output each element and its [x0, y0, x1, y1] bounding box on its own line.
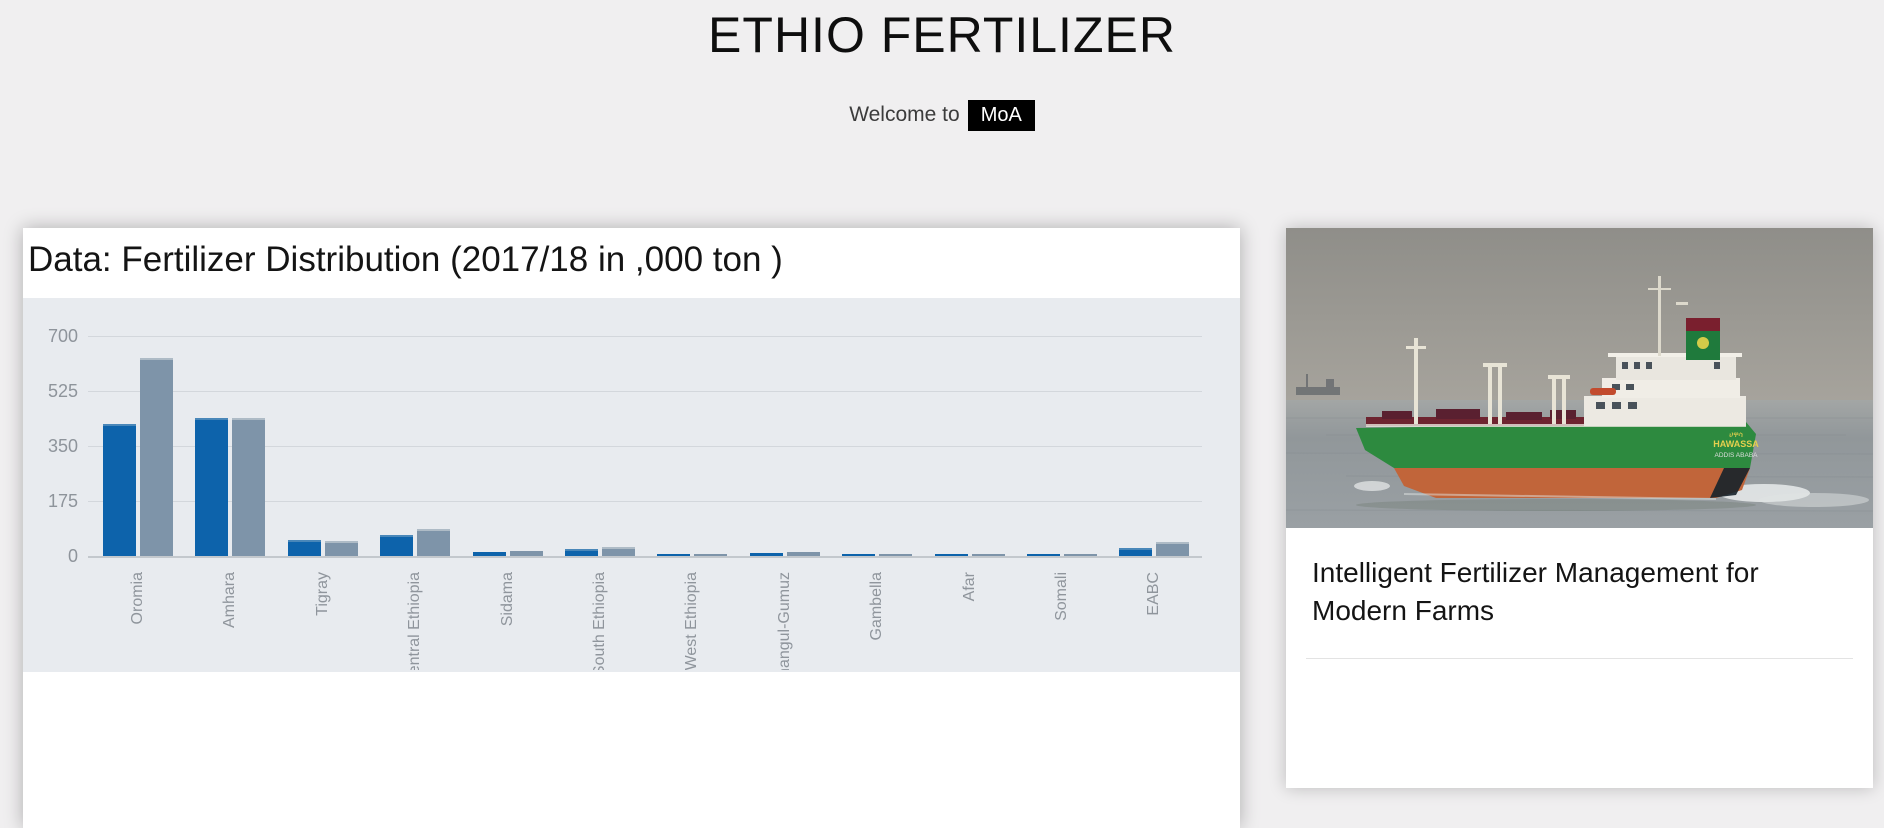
x-axis-label: Afar	[961, 572, 978, 602]
svg-text:ሀዋሳ: ሀዋሳ	[1729, 430, 1743, 439]
y-tick-label: 700	[47, 326, 78, 346]
lifeboat	[1590, 388, 1616, 395]
svg-text:ADDIS ABABA: ADDIS ABABA	[1715, 452, 1759, 459]
bar-central-ethiopia-gray[interactable]	[417, 529, 450, 556]
x-axis-label: Tigray	[314, 572, 331, 616]
gridline	[88, 501, 1202, 502]
bar-eabc-blue[interactable]	[1119, 548, 1152, 556]
bar-west-ethiopia-gray[interactable]	[694, 554, 727, 556]
bar-somali-blue[interactable]	[1027, 554, 1060, 556]
bar-west-ethiopia-blue[interactable]	[657, 554, 690, 556]
x-axis-label: Somali	[1053, 572, 1070, 621]
x-axis-label: South Ethiopia	[591, 572, 608, 670]
chart-title: Data: Fertilizer Distribution (2017/18 i…	[28, 240, 783, 279]
bar-tigray-gray[interactable]	[325, 541, 358, 556]
bar-sidama-gray[interactable]	[510, 551, 543, 556]
bar-amhara-blue[interactable]	[195, 418, 228, 556]
hull-reflection	[1356, 499, 1756, 511]
bar-oromia-blue[interactable]	[103, 424, 136, 556]
deck-line	[1366, 424, 1746, 427]
hull-orange	[1394, 468, 1750, 498]
distant-ship	[1296, 374, 1340, 395]
x-axis-label: West Ethiopia	[683, 572, 700, 670]
welcome-line: Welcome to MoA	[0, 100, 1884, 131]
x-axis-label: Oromia	[129, 572, 146, 625]
y-tick-label: 0	[67, 546, 78, 566]
gridline	[88, 446, 1202, 447]
bar-south-ethiopia-gray[interactable]	[602, 547, 635, 556]
x-axis-label: Central Ethiopia	[406, 572, 423, 670]
bar-tigray-blue[interactable]	[288, 540, 321, 556]
bulwark	[1366, 417, 1586, 426]
bar-sidama-blue[interactable]	[473, 552, 506, 556]
bar-afar-blue[interactable]	[935, 554, 968, 556]
page-title: ETHIO FERTILIZER	[708, 7, 1176, 63]
welcome-text: Welcome to	[849, 103, 960, 127]
bar-south-ethiopia-blue[interactable]	[565, 549, 598, 556]
y-tick-label: 525	[47, 381, 78, 401]
bar-benishangul-gumuz-blue[interactable]	[750, 553, 783, 556]
news-card[interactable]: ሀዋሳ HAWASSA ADDIS ABABA Intelligent Fert…	[1286, 228, 1873, 788]
bar-somali-gray[interactable]	[1064, 554, 1097, 556]
gridline	[88, 336, 1202, 337]
bar-amhara-gray[interactable]	[232, 418, 265, 556]
bar-gambella-gray[interactable]	[879, 554, 912, 556]
bar-oromia-gray[interactable]	[140, 358, 173, 556]
x-axis-label: Gambella	[868, 572, 885, 641]
svg-text:HAWASSA: HAWASSA	[1713, 439, 1759, 449]
gridline	[88, 556, 1202, 558]
x-axis-label: EABC	[1145, 572, 1162, 616]
bar-gambella-blue[interactable]	[842, 554, 875, 556]
chart-plot[interactable]: 0 175 350 525 700 Oromia Amhara Tigray Central E…	[23, 298, 1240, 672]
bar-afar-gray[interactable]	[972, 554, 1005, 556]
ship-photo: ሀዋሳ HAWASSA ADDIS ABABA	[1286, 228, 1873, 528]
sky	[1286, 228, 1873, 400]
bar-eabc-gray[interactable]	[1156, 542, 1189, 556]
bow-foam	[1354, 481, 1390, 491]
card-divider	[1306, 658, 1853, 659]
stern-shadow	[1710, 468, 1750, 498]
radar	[1676, 302, 1688, 305]
funnel-logo	[1697, 337, 1709, 349]
waterline-foam	[1403, 493, 1717, 500]
page-background: { "page": { "background": "#f0eff0" }, "…	[0, 7, 1884, 828]
x-axis-label: Benishangul-Gumuz	[776, 572, 793, 670]
superstructure	[1584, 276, 1746, 426]
main-mast	[1658, 276, 1661, 356]
ship-name-text: ሀዋሳ HAWASSA ADDIS ABABA	[1713, 430, 1759, 459]
moa-badge[interactable]: MoA	[967, 100, 1035, 131]
masts	[1406, 338, 1570, 424]
x-axis-label: Sidama	[499, 572, 516, 627]
gridline	[88, 391, 1202, 392]
y-tick-label: 175	[47, 491, 78, 511]
fertilizer-chart-card: Data: Fertilizer Distribution (2017/18 i…	[23, 228, 1240, 828]
x-axis-label: Amhara	[221, 572, 238, 629]
card-title: Intelligent Fertilizer Management for Mo…	[1312, 557, 1759, 626]
bar-central-ethiopia-blue[interactable]	[380, 535, 413, 556]
hull-green	[1356, 422, 1756, 468]
funnel	[1686, 318, 1720, 360]
bar-benishangul-gumuz-gray[interactable]	[787, 552, 820, 556]
wake-trail	[1759, 493, 1869, 507]
y-tick-label: 350	[47, 436, 78, 456]
